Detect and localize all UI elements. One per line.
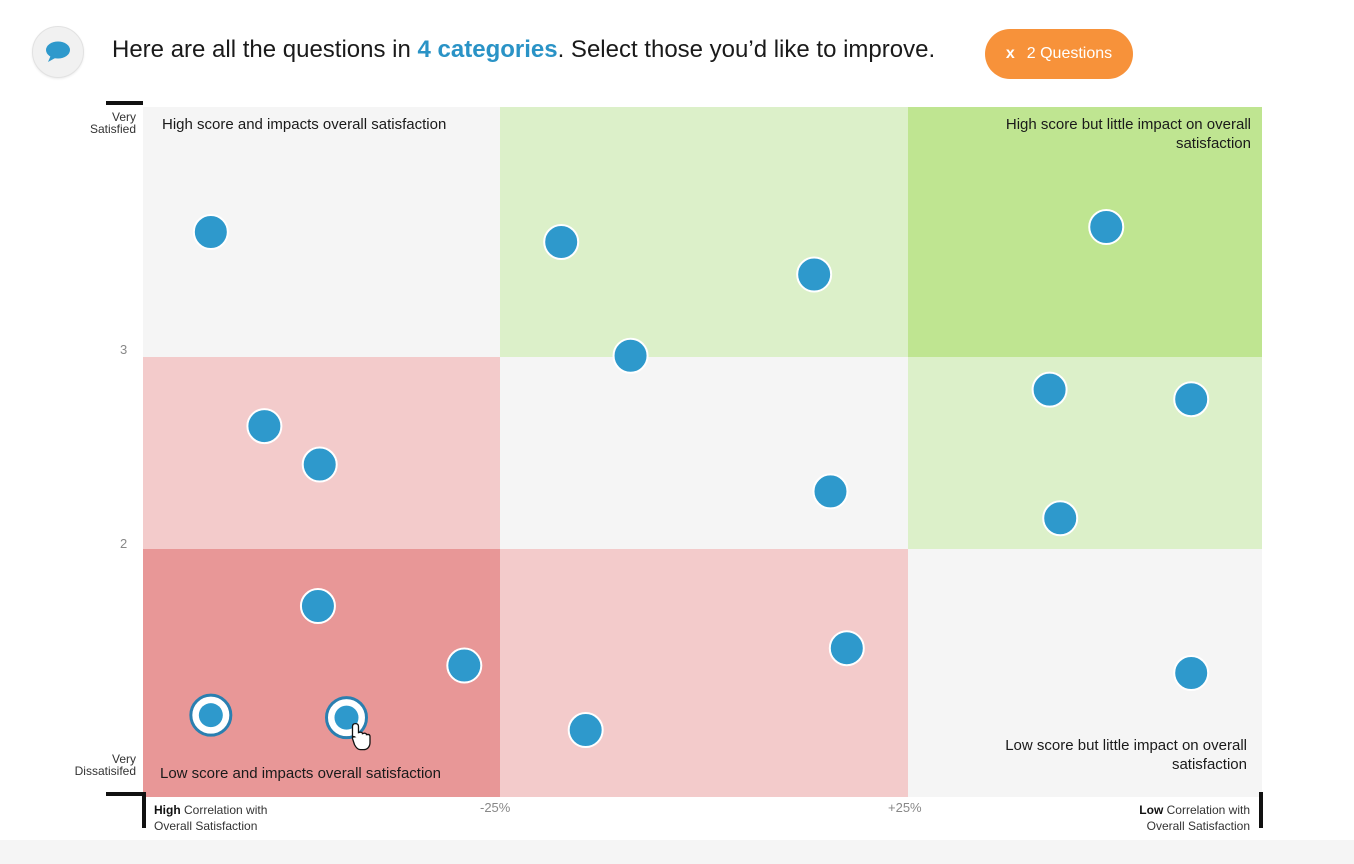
- question-point[interactable]: [812, 473, 849, 510]
- question-point[interactable]: [198, 703, 223, 728]
- categories-link[interactable]: 4 categories: [417, 36, 558, 63]
- quadrant-zone: [500, 357, 908, 549]
- x-axis-right-marker: [1259, 792, 1263, 828]
- hand-cursor-icon: [351, 722, 371, 751]
- question-point[interactable]: [299, 588, 336, 625]
- instruction-text: Here are all the questions in 4 categori…: [112, 36, 936, 63]
- hand-cursor-shape: [351, 722, 371, 751]
- y-tick-label: 2: [120, 536, 128, 551]
- quadrant-zone: [500, 549, 908, 797]
- question-point[interactable]: [334, 705, 359, 730]
- question-point[interactable]: [796, 256, 833, 293]
- x-axis-left-marker: [106, 792, 146, 796]
- question-point[interactable]: [828, 630, 865, 667]
- quadrant-zone: [908, 357, 1262, 549]
- question-point[interactable]: [1173, 381, 1210, 418]
- quadrant-label-bottom-left: Low score and impacts overall satisfacti…: [160, 765, 441, 782]
- quadrant-zone: [908, 107, 1262, 357]
- x-tick-label: +25%: [888, 800, 922, 815]
- question-point[interactable]: [543, 224, 580, 260]
- question-point[interactable]: [246, 408, 283, 445]
- y-axis-top-label: Very Satisfied: [89, 110, 136, 136]
- footer-band: [0, 840, 1354, 864]
- x-tick-label: -25%: [480, 800, 511, 815]
- question-point[interactable]: [192, 214, 229, 250]
- question-point[interactable]: [1031, 371, 1068, 408]
- quadrant-label-top-left: High score and impacts overall satisfact…: [162, 116, 447, 133]
- x-axis-left-marker: [142, 792, 146, 828]
- question-point[interactable]: [1088, 209, 1125, 245]
- quadrant-label-top-right: High score but little impact on overall …: [1005, 116, 1251, 152]
- quadrant-label-bottom-right: Low score but little impact on overall s…: [1005, 737, 1247, 773]
- quadrant-zone: [143, 549, 500, 797]
- selected-questions-label: 2 Questions: [1026, 45, 1113, 62]
- y-axis-bottom-label: Very Dissatisifed: [74, 752, 136, 778]
- y-axis-top-marker: [106, 101, 143, 105]
- question-point[interactable]: [446, 647, 483, 684]
- clear-selection-icon[interactable]: x: [1005, 45, 1015, 62]
- question-point[interactable]: [1042, 500, 1079, 537]
- question-point[interactable]: [612, 337, 649, 374]
- question-point[interactable]: [567, 712, 604, 749]
- question-point[interactable]: [1173, 655, 1210, 691]
- selected-questions-button[interactable]: x 2 Questions: [985, 29, 1133, 79]
- chat-bubble-icon: [32, 26, 84, 78]
- y-tick-label: 3: [120, 342, 128, 357]
- x-axis-left-note: High Correlation with Overall Satisfacti…: [154, 803, 268, 833]
- question-point[interactable]: [301, 446, 338, 483]
- x-axis-right-note: Low Correlation with Overall Satisfactio…: [1139, 803, 1250, 833]
